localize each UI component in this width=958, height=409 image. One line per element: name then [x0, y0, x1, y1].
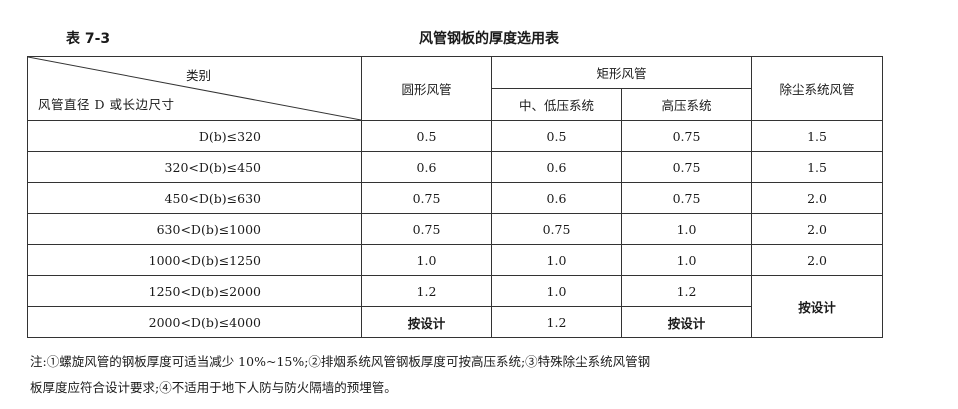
rect-high-cell: 1.2 [620, 275, 753, 307]
size-range-cell: 630<D(b)≤1000 [27, 213, 362, 245]
rect-high-cell: 0.75 [620, 120, 753, 152]
size-range-cell: 450<D(b)≤630 [27, 182, 362, 214]
rect-low-cell: 1.2 [491, 306, 622, 338]
size-range-cell: 1250<D(b)≤2000 [27, 275, 362, 307]
note-line-2: 板厚度应符合设计要求;④不适用于地下人防与防火隔墙的预埋管。 [30, 380, 397, 395]
rect-high-cell: 1.0 [620, 244, 753, 276]
table-row: 1250<D(b)≤2000 1.2 1.0 1.2 按设计 [27, 275, 884, 338]
round-cell: 0.75 [361, 182, 492, 214]
round-cell: 0.6 [361, 151, 492, 183]
header-row-1: 类别 风管直径 D 或长边尺寸 圆形风管 矩形风管 除尘系统风管 [27, 56, 884, 121]
dust-cell: 按设计 [751, 275, 884, 338]
dust-cell: 1.5 [751, 120, 884, 152]
size-range-cell: D(b)≤320 [27, 120, 362, 152]
size-range-cell: 2000<D(b)≤4000 [27, 306, 362, 338]
table-row: 450<D(b)≤630 0.75 0.6 0.75 2.0 [27, 182, 884, 214]
table-row: 1000<D(b)≤1250 1.0 1.0 1.0 2.0 [27, 244, 884, 276]
rect-high-cell: 0.75 [620, 151, 753, 183]
round-cell: 0.75 [361, 213, 492, 245]
table-row: 2000<D(b)≤4000 按设计 1.2 按设计 [27, 306, 883, 338]
diagonal-line [28, 57, 361, 120]
rect-low-cell: 1.0 [491, 244, 622, 276]
category-label: 类别 [185, 68, 211, 83]
header-rect-high: 高压系统 [620, 88, 753, 121]
dust-cell: 1.5 [751, 151, 884, 183]
size-label: 风管直径 D 或长边尺寸 [38, 97, 175, 112]
thickness-table: 类别 风管直径 D 或长边尺寸 圆形风管 矩形风管 除尘系统风管 中、低压系统 … [27, 56, 884, 338]
rect-high-cell: 0.75 [620, 182, 753, 214]
table-row: D(b)≤320 0.5 0.5 0.75 1.5 [27, 120, 884, 152]
header-dust-duct: 除尘系统风管 [751, 56, 884, 121]
rect-low-cell: 1.0 [491, 275, 622, 307]
rect-low-cell: 0.6 [491, 182, 622, 214]
table-row: 320<D(b)≤450 0.6 0.6 0.75 1.5 [27, 151, 884, 183]
header-round-duct: 圆形风管 [361, 56, 492, 121]
rect-low-cell: 0.5 [491, 120, 622, 152]
rect-high-cell: 1.0 [620, 213, 753, 245]
rect-low-cell: 0.75 [491, 213, 622, 245]
table-note: 注:①螺旋风管的钢板厚度可适当减少 10%~15%;②排烟系统风管钢板厚度可按高… [30, 349, 900, 401]
size-range-cell: 1000<D(b)≤1250 [27, 244, 362, 276]
dust-cell: 2.0 [751, 182, 884, 214]
round-cell: 0.5 [361, 120, 492, 152]
round-cell: 1.0 [361, 244, 492, 276]
table-title: 风管钢板的厚度选用表 [419, 31, 559, 47]
header-rect-duct: 矩形风管 [490, 56, 753, 89]
round-cell: 1.2 [361, 275, 492, 307]
rect-low-cell: 0.6 [491, 151, 622, 183]
diagonal-header-cell: 类别 风管直径 D 或长边尺寸 [27, 56, 362, 121]
header-rect-low: 中、低压系统 [491, 88, 622, 121]
dust-cell: 2.0 [751, 213, 884, 245]
round-cell: 按设计 [361, 306, 492, 338]
header-row-2: 中、低压系统 高压系统 [28, 88, 883, 121]
note-line-1: 注:①螺旋风管的钢板厚度可适当减少 10%~15%;②排烟系统风管钢板厚度可按高… [30, 354, 651, 369]
table-row: 630<D(b)≤1000 0.75 0.75 1.0 2.0 [27, 213, 884, 245]
size-range-cell: 320<D(b)≤450 [27, 151, 362, 183]
table-number: 表 7-3 [66, 31, 111, 47]
dust-cell: 2.0 [751, 244, 884, 276]
rect-high-cell: 按设计 [620, 306, 753, 338]
